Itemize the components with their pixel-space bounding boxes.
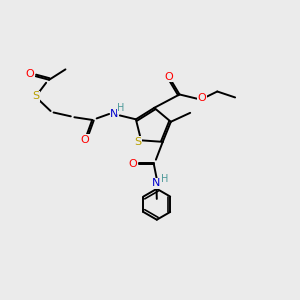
- Text: S: S: [135, 137, 142, 147]
- Text: S: S: [32, 91, 39, 101]
- Text: H: H: [161, 174, 169, 184]
- Text: O: O: [197, 93, 206, 103]
- Text: O: O: [26, 69, 34, 79]
- Text: O: O: [80, 135, 89, 145]
- Text: H: H: [117, 103, 125, 113]
- Text: O: O: [129, 159, 137, 169]
- Text: N: N: [152, 178, 161, 188]
- Text: N: N: [110, 109, 119, 119]
- Text: O: O: [165, 72, 173, 82]
